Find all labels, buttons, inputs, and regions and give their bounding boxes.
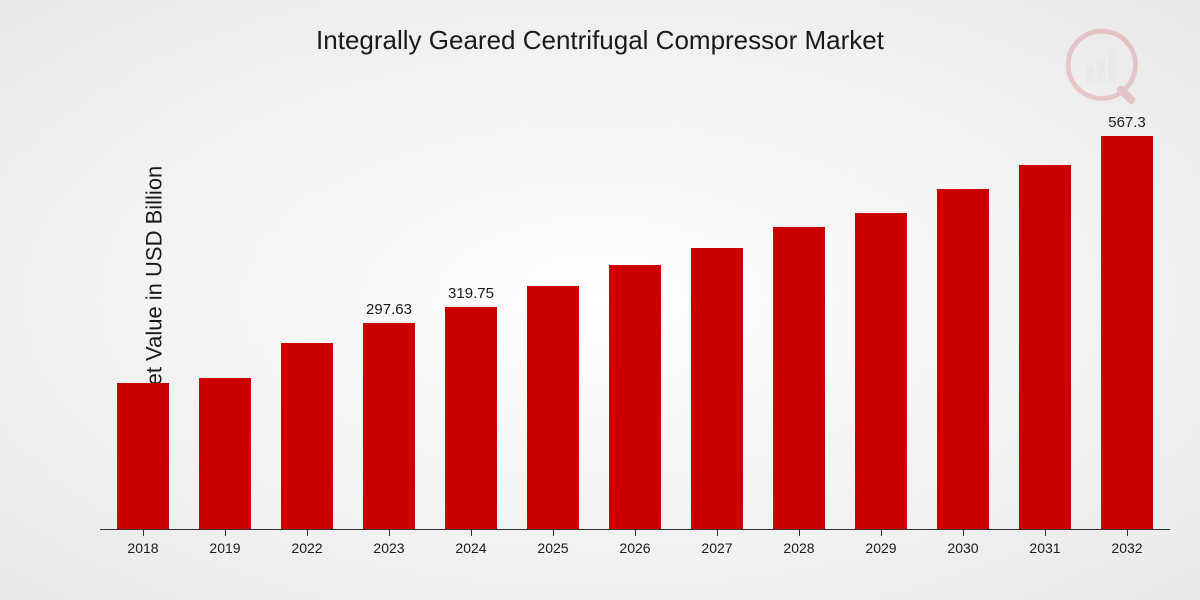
- x-tick-label: 2029: [865, 540, 896, 556]
- x-tick: [553, 530, 554, 536]
- bars-group: 201820192022297.632023319.75202420252026…: [100, 100, 1170, 530]
- bar-slot: 2026: [594, 100, 676, 530]
- x-tick-label: 2019: [209, 540, 240, 556]
- x-tick: [635, 530, 636, 536]
- bar-slot: 297.632023: [348, 100, 430, 530]
- bar-slot: 2028: [758, 100, 840, 530]
- x-tick: [471, 530, 472, 536]
- bar: [773, 227, 825, 529]
- x-tick-label: 2025: [537, 540, 568, 556]
- x-tick-label: 2024: [455, 540, 486, 556]
- bar-slot: 2027: [676, 100, 758, 530]
- x-tick: [143, 530, 144, 536]
- plot-area: 201820192022297.632023319.75202420252026…: [100, 100, 1170, 530]
- bar-slot: 319.752024: [430, 100, 512, 530]
- x-tick-label: 2028: [783, 540, 814, 556]
- bar: [609, 265, 661, 529]
- x-tick-label: 2023: [373, 540, 404, 556]
- bar: [937, 189, 989, 529]
- x-tick: [389, 530, 390, 536]
- chart-container: Integrally Geared Centrifugal Compressor…: [0, 0, 1200, 600]
- x-tick-label: 2031: [1029, 540, 1060, 556]
- bar-value-label: 567.3: [1108, 114, 1146, 131]
- x-tick: [799, 530, 800, 536]
- bar-slot: 2019: [184, 100, 266, 530]
- watermark-logo-icon: [1065, 28, 1145, 108]
- bar: [855, 213, 907, 529]
- bar-slot: 567.32032: [1086, 100, 1168, 530]
- bar-slot: 2022: [266, 100, 348, 530]
- bar-value-label: 319.75: [448, 285, 494, 302]
- x-tick-label: 2018: [127, 540, 158, 556]
- x-tick: [307, 530, 308, 536]
- x-tick: [963, 530, 964, 536]
- bar-slot: 2029: [840, 100, 922, 530]
- x-tick: [881, 530, 882, 536]
- bar-slot: 2025: [512, 100, 594, 530]
- bar: [363, 323, 415, 529]
- bar: [691, 248, 743, 529]
- x-tick-label: 2030: [947, 540, 978, 556]
- bar: [445, 307, 497, 529]
- bar: [281, 343, 333, 529]
- x-tick-label: 2022: [291, 540, 322, 556]
- bar-value-label: 297.63: [366, 301, 412, 318]
- bar-slot: 2031: [1004, 100, 1086, 530]
- bar: [199, 378, 251, 529]
- bar: [1019, 165, 1071, 529]
- x-tick-label: 2032: [1111, 540, 1142, 556]
- x-tick: [1127, 530, 1128, 536]
- x-tick: [1045, 530, 1046, 536]
- x-tick: [225, 530, 226, 536]
- bar: [527, 286, 579, 529]
- bar: [117, 383, 169, 529]
- chart-title: Integrally Geared Centrifugal Compressor…: [0, 25, 1200, 56]
- x-tick-label: 2027: [701, 540, 732, 556]
- bar-slot: 2018: [102, 100, 184, 530]
- bar-slot: 2030: [922, 100, 1004, 530]
- bar: [1101, 136, 1153, 529]
- x-tick-label: 2026: [619, 540, 650, 556]
- x-tick: [717, 530, 718, 536]
